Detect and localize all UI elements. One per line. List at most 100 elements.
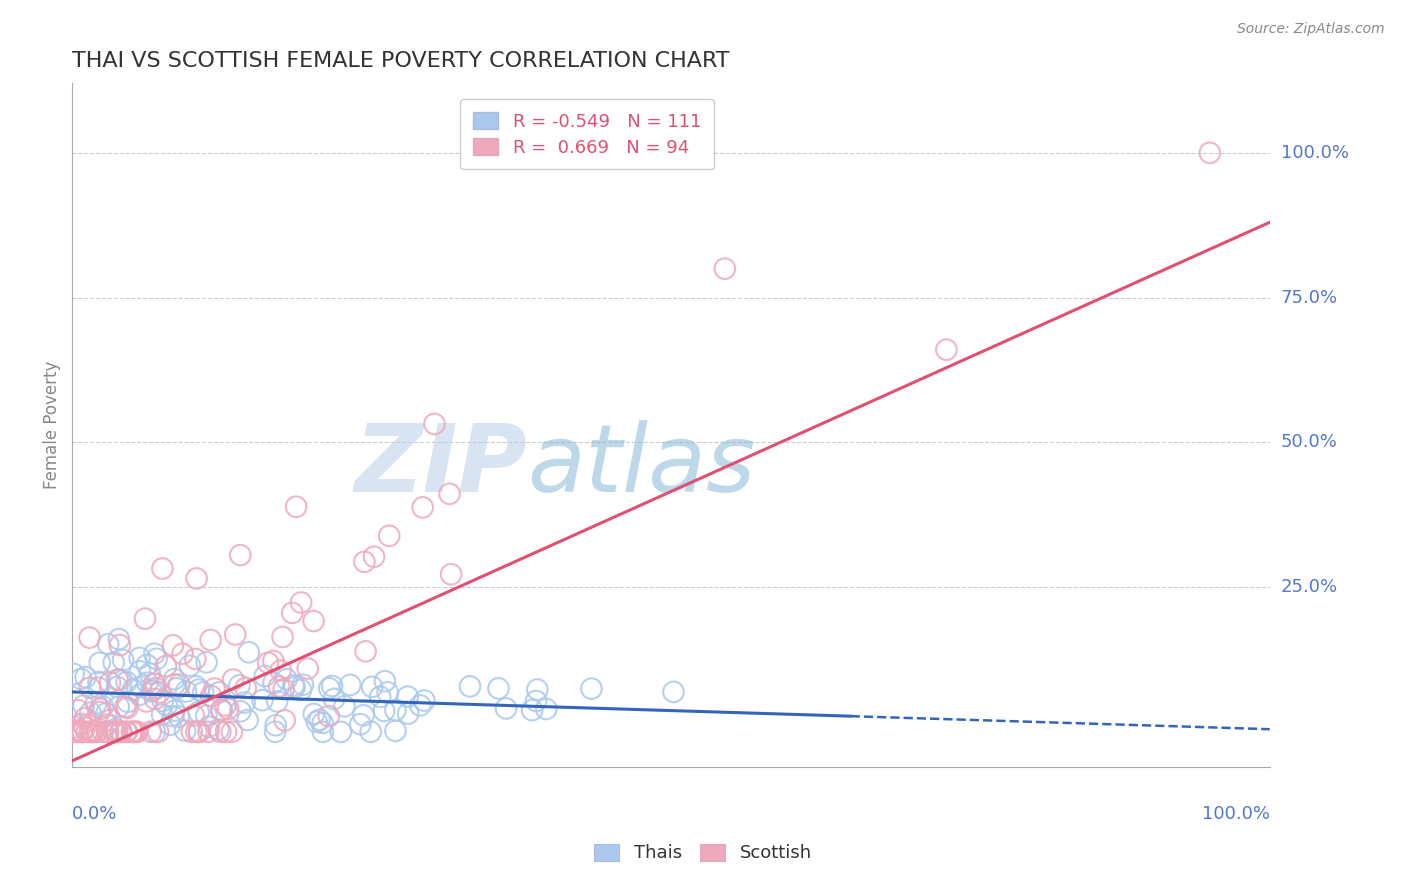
Point <box>91 724 114 739</box>
Point <box>353 708 375 723</box>
Point <box>354 644 377 658</box>
Point <box>224 627 246 641</box>
Point <box>361 680 384 694</box>
Point <box>311 715 333 730</box>
Point <box>100 713 122 727</box>
Legend: R = -0.549   N = 111, R =  0.669   N = 94: R = -0.549 N = 111, R = 0.669 N = 94 <box>460 99 714 169</box>
Point <box>139 666 162 681</box>
Point <box>89 705 111 719</box>
Point <box>526 682 548 697</box>
Point <box>273 681 295 696</box>
Point <box>117 695 139 709</box>
Point <box>139 724 162 739</box>
Point <box>283 680 305 694</box>
Point <box>66 703 89 717</box>
Point <box>89 656 111 670</box>
Point <box>73 711 96 725</box>
Point <box>228 678 250 692</box>
Point <box>98 675 121 690</box>
Point <box>302 706 325 721</box>
Point <box>79 706 101 720</box>
Point <box>274 714 297 728</box>
Point <box>91 699 114 714</box>
Point <box>534 702 557 716</box>
Point <box>167 677 190 691</box>
Point <box>145 681 167 695</box>
Point <box>117 701 139 715</box>
Point <box>73 721 96 735</box>
Point <box>112 653 135 667</box>
Point <box>179 658 201 673</box>
Point <box>121 682 143 697</box>
Point <box>150 707 173 722</box>
Point <box>145 652 167 666</box>
Point <box>159 717 181 731</box>
Point <box>373 704 395 718</box>
Point <box>935 343 957 357</box>
Point <box>318 681 340 696</box>
Point <box>524 694 547 708</box>
Point <box>308 713 330 727</box>
Text: 100.0%: 100.0% <box>1202 805 1270 823</box>
Point <box>107 699 129 714</box>
Point <box>162 709 184 723</box>
Point <box>143 677 166 691</box>
Point <box>377 685 399 699</box>
Legend: Thais, Scottish: Thais, Scottish <box>586 837 820 870</box>
Point <box>108 673 131 687</box>
Point <box>174 723 197 738</box>
Point <box>378 529 401 543</box>
Point <box>187 724 209 739</box>
Text: Source: ZipAtlas.com: Source: ZipAtlas.com <box>1237 22 1385 37</box>
Point <box>263 676 285 690</box>
Point <box>75 670 97 684</box>
Point <box>264 718 287 732</box>
Point <box>174 684 197 698</box>
Point <box>62 667 84 681</box>
Point <box>321 679 343 693</box>
Point <box>368 690 391 704</box>
Point <box>209 703 232 717</box>
Point <box>290 596 312 610</box>
Point <box>187 682 209 697</box>
Point <box>349 717 371 731</box>
Point <box>413 693 436 707</box>
Point <box>184 679 207 693</box>
Point <box>86 724 108 739</box>
Point <box>103 724 125 739</box>
Point <box>70 724 93 739</box>
Point <box>186 571 208 585</box>
Point <box>252 693 274 707</box>
Point <box>108 632 131 647</box>
Point <box>121 724 143 739</box>
Point <box>423 417 446 431</box>
Point <box>143 647 166 661</box>
Point <box>714 261 737 276</box>
Point <box>183 708 205 723</box>
Text: 100.0%: 100.0% <box>1281 144 1348 161</box>
Point <box>229 704 252 718</box>
Point <box>217 702 239 716</box>
Point <box>197 724 219 739</box>
Point <box>318 709 340 723</box>
Point <box>384 723 406 738</box>
Point <box>82 724 104 739</box>
Point <box>285 500 308 514</box>
Point <box>84 697 107 711</box>
Point <box>65 720 87 734</box>
Point <box>323 692 346 706</box>
Point <box>269 680 291 694</box>
Point <box>208 685 231 699</box>
Point <box>229 548 252 562</box>
Point <box>79 681 101 695</box>
Point <box>80 724 103 739</box>
Point <box>374 674 396 689</box>
Point <box>115 724 138 739</box>
Point <box>97 637 120 651</box>
Point <box>105 680 128 694</box>
Point <box>122 724 145 739</box>
Point <box>72 724 94 739</box>
Point <box>188 724 211 739</box>
Point <box>146 724 169 739</box>
Point <box>215 698 238 713</box>
